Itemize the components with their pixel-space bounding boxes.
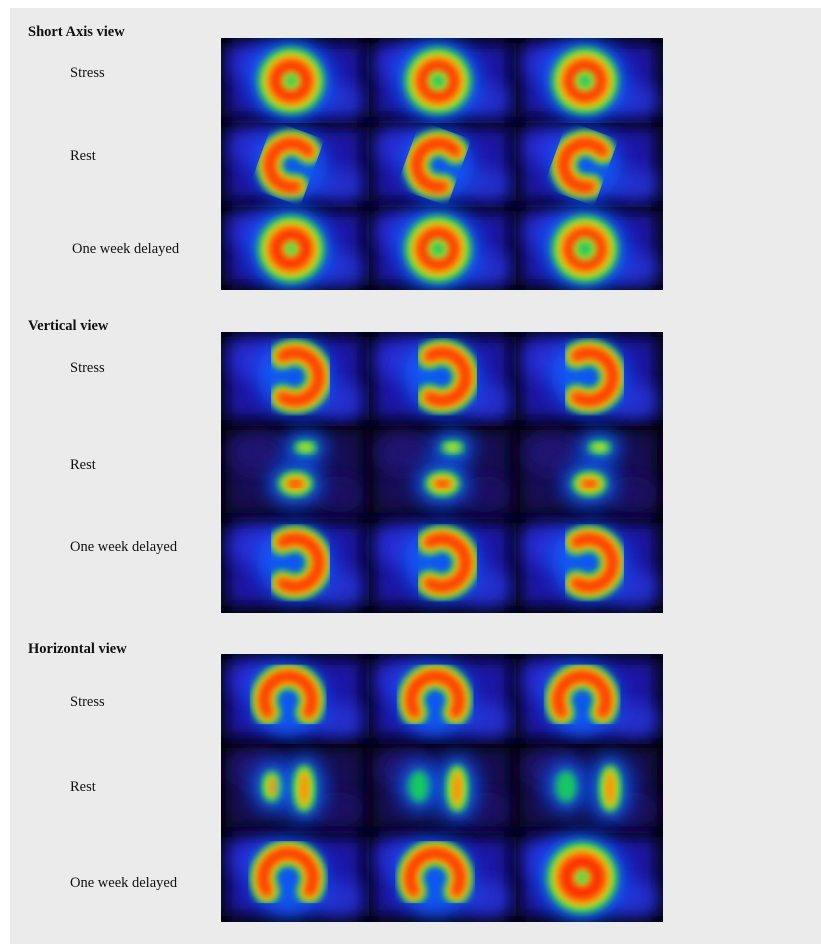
row-label-stress-vertical: Stress: [70, 360, 105, 376]
horizontal-tile-r3-c3: [516, 833, 661, 922]
horizontal-tile-r1-c1: [222, 655, 367, 742]
vertical-tile-r3-c3: [516, 519, 661, 610]
vertical-tile-r3-c2: [369, 519, 514, 610]
short-axis-tile-r3-c2: [369, 207, 514, 290]
row-label-stress-short: Stress: [70, 65, 105, 81]
short-axis-tile-r3-c3: [516, 207, 661, 290]
short-axis-spect-images: [222, 39, 661, 290]
row-label-rest-horizontal: Rest: [70, 779, 96, 795]
vertical-tile-r1-c3: [516, 333, 661, 424]
short-axis-tile-r1-c3: [516, 39, 661, 123]
horizontal-spect-images: [222, 655, 661, 922]
vertical-tile-r2-c2: [369, 426, 514, 517]
short-axis-image-grid: [221, 38, 663, 290]
vertical-spect-images: [222, 333, 661, 610]
short-axis-tile-r2-c3: [516, 123, 661, 205]
horizontal-tile-r1-c2: [369, 655, 514, 742]
row-label-rest-short: Rest: [70, 148, 96, 164]
horizontal-tile-r2-c3: [516, 744, 661, 831]
horizontal-tile-r2-c1: [222, 744, 367, 831]
section-title-horizontal: Horizontal view: [28, 641, 127, 657]
vertical-image-grid: [221, 332, 663, 613]
short-axis-tile-r1-c1: [222, 39, 367, 123]
vertical-tile-r1-c2: [369, 333, 514, 424]
horizontal-tile-r2-c2: [369, 744, 514, 831]
vertical-tile-r1-c1: [222, 333, 367, 424]
vertical-tile-r3-c1: [222, 519, 367, 610]
figure-panel: Short Axis view Stress Rest One week del…: [10, 8, 821, 944]
horizontal-tile-r3-c1: [222, 833, 367, 920]
section-title-vertical: Vertical view: [28, 318, 109, 334]
row-label-stress-horizontal: Stress: [70, 694, 105, 710]
horizontal-tile-r1-c3: [516, 655, 661, 742]
short-axis-tile-r2-c2: [369, 123, 514, 205]
short-axis-tile-r2-c1: [222, 123, 367, 205]
vertical-tile-r2-c3: [516, 426, 661, 517]
vertical-tile-r2-c1: [222, 426, 367, 517]
horizontal-image-grid: [221, 654, 663, 922]
short-axis-tile-r3-c1: [222, 207, 367, 290]
row-label-delayed-short: One week delayed: [72, 241, 180, 257]
section-title-short-axis: Short Axis view: [28, 24, 125, 40]
short-axis-tile-r1-c2: [369, 39, 514, 123]
row-label-delayed-horizontal: One week delayed: [70, 875, 178, 891]
row-label-delayed-vertical: One week delayed: [70, 539, 178, 555]
horizontal-tile-r3-c2: [369, 833, 514, 920]
row-label-rest-vertical: Rest: [70, 457, 96, 473]
